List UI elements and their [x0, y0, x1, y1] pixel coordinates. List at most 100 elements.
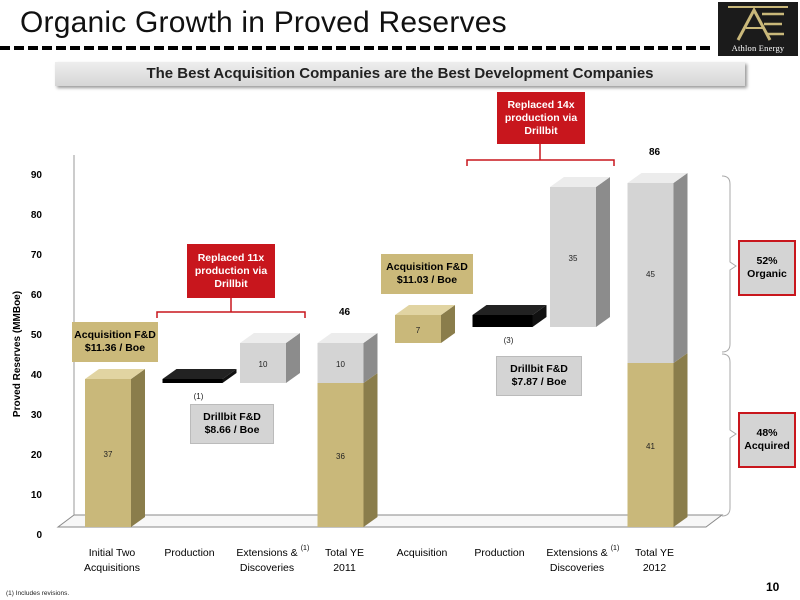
bar-front — [317, 343, 364, 383]
title-divider — [0, 46, 712, 50]
y-tick-label: 0 — [36, 530, 42, 541]
bar-front — [472, 315, 533, 327]
bar-value-label: 37 — [104, 450, 113, 459]
bar-top — [550, 177, 610, 187]
bar-value-label: 41 — [646, 442, 655, 451]
logo-text: Athlon Energy — [731, 43, 785, 53]
y-tick-label: 50 — [31, 330, 43, 341]
y-axis: 0 10 20 30 40 50 60 70 80 90 — [31, 170, 43, 541]
total-label: 86 — [649, 147, 661, 158]
bar-top — [627, 173, 688, 183]
replaced-14x-text: Replaced 14x production via Drillbit — [504, 98, 578, 137]
x-tick-label: Initial Two Acquisitions — [84, 547, 140, 574]
drillbit-fd-callout-2011: Drillbit F&D $8.66 / Boe — [190, 404, 274, 444]
bar-top — [240, 333, 300, 343]
bar-side — [131, 369, 145, 527]
y-tick-label: 30 — [31, 410, 43, 421]
acquisition-fd-callout-2012: Acquisition F&D $11.03 / Boe — [381, 254, 473, 294]
y-tick-label: 90 — [31, 170, 43, 181]
bar-value-label: 45 — [646, 270, 655, 279]
brace-organic — [721, 175, 737, 353]
bar-front — [85, 379, 131, 527]
footnote-mark: (1) — [301, 545, 310, 552]
page-title: Organic Growth in Proved Reserves — [20, 6, 507, 39]
brace-acquired — [721, 353, 737, 517]
drillbit-fd-2012-text: Drillbit F&D $7.87 / Boe — [510, 363, 568, 388]
x-tick-label: Acquisition — [397, 547, 448, 559]
y-axis-title: Proved Reserves (MMBoe) — [12, 291, 23, 417]
bar-segment — [85, 369, 145, 527]
bar-side — [673, 173, 688, 363]
x-tick-label: Production — [474, 547, 524, 559]
bar-side — [222, 369, 237, 383]
bar-front — [162, 379, 223, 383]
bar-value-label: 10 — [336, 360, 345, 369]
y-tick-label: 80 — [31, 210, 43, 221]
bar-value-label: (1) — [194, 392, 204, 401]
bar-top — [472, 305, 547, 315]
bracket-right — [466, 159, 615, 166]
bar-side — [363, 373, 378, 527]
acquired-percent-callout: 48% Acquired — [738, 412, 796, 468]
x-tick-label: Production — [164, 547, 214, 559]
y-tick-label: 10 — [31, 490, 43, 501]
footnote-mark: (1) — [611, 545, 620, 552]
floor-plane — [56, 514, 724, 528]
replaced-11x-callout: Replaced 11x production via Drillbit — [187, 244, 275, 298]
bar-front — [395, 315, 441, 343]
bar-side — [441, 305, 455, 343]
bar-value-label: (3) — [504, 336, 514, 345]
bar-segment — [317, 333, 378, 383]
bar-segment — [472, 305, 547, 327]
bar-front — [317, 383, 364, 527]
x-axis: Initial Two Acquisitions Production Extensi… — [84, 545, 674, 574]
footnote: (1) Includes revisions. — [6, 590, 70, 597]
bar-front — [627, 183, 674, 363]
chart-bars — [85, 173, 688, 527]
company-logo: Athlon Energy — [718, 2, 798, 56]
y-tick-label: 60 — [31, 290, 43, 301]
bar-value-label: 35 — [569, 254, 578, 263]
bar-side — [596, 177, 610, 327]
acquisition-fd-2012-text: Acquisition F&D $11.03 / Boe — [386, 261, 468, 286]
chart-labels: 37 (1) 10 36 10 7 (3) 35 41 45 46 86 — [104, 147, 661, 461]
bar-segment — [550, 177, 610, 327]
bracket-left — [156, 311, 306, 318]
bar-front — [627, 363, 674, 527]
x-tick-label: Extensions & Discoveries — [546, 547, 607, 574]
page-number: 10 — [766, 580, 780, 594]
bar-top — [162, 369, 237, 379]
bar-segment — [162, 369, 237, 383]
acquisition-fd-2011-text: Acquisition F&D $11.36 / Boe — [74, 329, 156, 354]
bar-segment — [395, 305, 455, 343]
y-tick-label: 20 — [31, 450, 43, 461]
y-tick-label: 40 — [31, 370, 43, 381]
y-tick-label: 70 — [31, 250, 43, 261]
bar-value-label: 10 — [259, 360, 268, 369]
bar-segment — [240, 333, 300, 383]
total-label: 46 — [339, 307, 351, 318]
organic-percent-callout: 52% Organic — [738, 240, 796, 296]
x-tick-label: Extensions & Discoveries — [236, 547, 297, 574]
subtitle-banner: The Best Acquisition Companies are the B… — [55, 62, 745, 86]
bar-value-label: 7 — [416, 326, 421, 335]
bar-top — [395, 305, 455, 315]
bar-side — [532, 305, 547, 327]
bar-side — [673, 353, 688, 527]
acquisition-fd-callout-2011: Acquisition F&D $11.36 / Boe — [72, 322, 158, 362]
replaced-14x-callout: Replaced 14x production via Drillbit — [497, 92, 585, 144]
bar-value-label: 36 — [336, 452, 345, 461]
bar-side — [363, 333, 378, 383]
bar-segment — [627, 353, 688, 527]
drillbit-fd-callout-2012: Drillbit F&D $7.87 / Boe — [496, 356, 582, 396]
drillbit-fd-2011-text: Drillbit F&D $8.66 / Boe — [203, 411, 261, 436]
bar-segment — [317, 373, 378, 527]
bar-front — [240, 343, 286, 383]
bar-side — [286, 333, 300, 383]
acquired-percent-text: 48% Acquired — [744, 427, 790, 452]
x-tick-label: Total YE 2011 — [325, 547, 364, 574]
bar-front — [550, 187, 596, 327]
bar-top — [85, 369, 145, 379]
logo-mark-icon — [728, 6, 788, 41]
